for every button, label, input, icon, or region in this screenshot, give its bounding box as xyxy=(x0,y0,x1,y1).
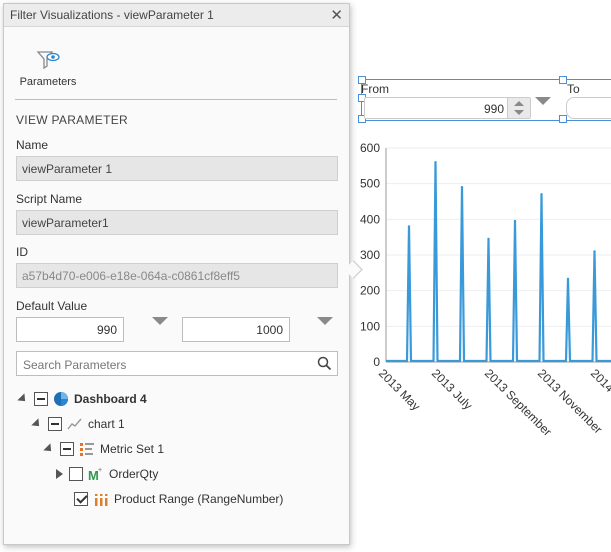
data-point xyxy=(540,193,543,196)
checkbox[interactable] xyxy=(48,417,62,431)
collapse-icon[interactable] xyxy=(31,418,43,430)
search-icon[interactable] xyxy=(317,356,332,371)
tree-item-metric-set[interactable]: Metric Set 1 xyxy=(43,439,165,459)
expand-icon[interactable] xyxy=(56,469,63,479)
x-tick-label: 2014 xyxy=(588,366,611,395)
y-tick-label: 600 xyxy=(360,141,380,155)
default-from-dropdown-icon[interactable] xyxy=(152,317,168,325)
from-dropdown-icon[interactable] xyxy=(535,97,551,105)
to-input[interactable] xyxy=(566,97,611,119)
series-line xyxy=(386,161,611,363)
default-to-value: 1000 xyxy=(256,323,283,337)
tab-parameters-label: Parameters xyxy=(19,76,77,88)
data-point xyxy=(407,225,411,228)
collapse-icon[interactable] xyxy=(43,443,55,455)
y-tick-label: 300 xyxy=(360,248,380,262)
dashboard-icon xyxy=(54,392,68,406)
id-label: ID xyxy=(16,245,28,259)
default-to-dropdown-icon[interactable] xyxy=(317,317,333,325)
filter-visualizations-panel: Filter Visualizations - viewParameter 1 … xyxy=(3,3,350,545)
search-input[interactable] xyxy=(21,355,315,374)
data-point xyxy=(434,161,437,164)
script-name-label: Script Name xyxy=(16,192,83,206)
y-tick-label: 500 xyxy=(360,177,380,191)
search-box[interactable] xyxy=(16,351,338,376)
panel-title: Filter Visualizations - viewParameter 1 xyxy=(10,8,214,22)
checkbox[interactable] xyxy=(34,392,48,406)
tab-parameters[interactable]: Parameters xyxy=(16,49,80,88)
data-point xyxy=(593,250,596,253)
tree-item-dashboard[interactable]: Dashboard 4 xyxy=(17,389,147,409)
from-input[interactable]: 990 xyxy=(364,97,531,119)
script-name-field: viewParameter1 xyxy=(16,210,338,235)
data-point xyxy=(566,277,570,281)
name-label: Name xyxy=(16,138,49,152)
from-spinner[interactable] xyxy=(507,98,530,118)
x-tick-label: 2013 May xyxy=(376,366,423,413)
filter-eye-icon xyxy=(36,51,60,70)
checkbox[interactable] xyxy=(74,492,88,506)
x-tick-label: 2013 July xyxy=(429,366,475,412)
data-point xyxy=(487,237,490,241)
resize-handle[interactable] xyxy=(358,76,366,84)
resize-handle[interactable] xyxy=(559,76,567,84)
default-from-value: 990 xyxy=(96,323,117,337)
y-tick-label: 400 xyxy=(360,212,380,226)
default-from-input[interactable]: 990 xyxy=(16,317,124,342)
section-title: VIEW PARAMETER xyxy=(16,113,128,127)
collapse-icon[interactable] xyxy=(17,393,29,405)
y-tick-label: 200 xyxy=(360,284,380,298)
line-chart-icon xyxy=(67,418,82,430)
close-icon[interactable]: ✕ xyxy=(330,7,343,24)
svg-text:M: M xyxy=(88,468,99,482)
tree-label-chart: chart 1 xyxy=(88,417,125,431)
checkbox[interactable] xyxy=(60,442,74,456)
dimension-icon xyxy=(95,494,108,506)
spin-down-icon[interactable] xyxy=(514,110,524,115)
tree-label-dashboard: Dashboard 4 xyxy=(74,392,147,406)
data-point xyxy=(460,186,464,189)
tree-item-chart[interactable]: chart 1 xyxy=(31,414,125,434)
tree-label-product-range: Product Range (RangeNumber) xyxy=(114,492,284,506)
default-value-label: Default Value xyxy=(16,299,88,313)
resize-handle[interactable] xyxy=(358,115,366,123)
to-label: To xyxy=(567,82,580,96)
svg-text:+: + xyxy=(98,467,102,474)
tree-label-orderqty: OrderQty xyxy=(109,467,159,481)
tree-item-product-range[interactable]: Product Range (RangeNumber) xyxy=(74,489,283,509)
resize-handle[interactable] xyxy=(559,115,567,123)
from-value: 990 xyxy=(483,102,504,116)
name-field: viewParameter 1 xyxy=(16,156,338,181)
metric-set-icon xyxy=(80,443,94,456)
from-label: From xyxy=(361,82,389,96)
checkbox[interactable] xyxy=(69,467,83,481)
spin-up-icon[interactable] xyxy=(514,101,524,106)
y-tick-label: 0 xyxy=(373,355,380,369)
tree-item-orderqty[interactable]: M + OrderQty xyxy=(56,464,158,484)
default-to-input[interactable]: 1000 xyxy=(182,317,290,342)
data-point xyxy=(513,219,517,223)
id-field: a57b4d70-e006-e18e-064a-c0861cf8eff5 xyxy=(16,263,338,288)
measure-icon: M + xyxy=(88,467,102,482)
tree-label-metric-set: Metric Set 1 xyxy=(100,442,165,456)
y-tick-label: 100 xyxy=(360,319,380,333)
panel-titlebar: Filter Visualizations - viewParameter 1 … xyxy=(4,4,349,27)
divider xyxy=(15,99,337,100)
